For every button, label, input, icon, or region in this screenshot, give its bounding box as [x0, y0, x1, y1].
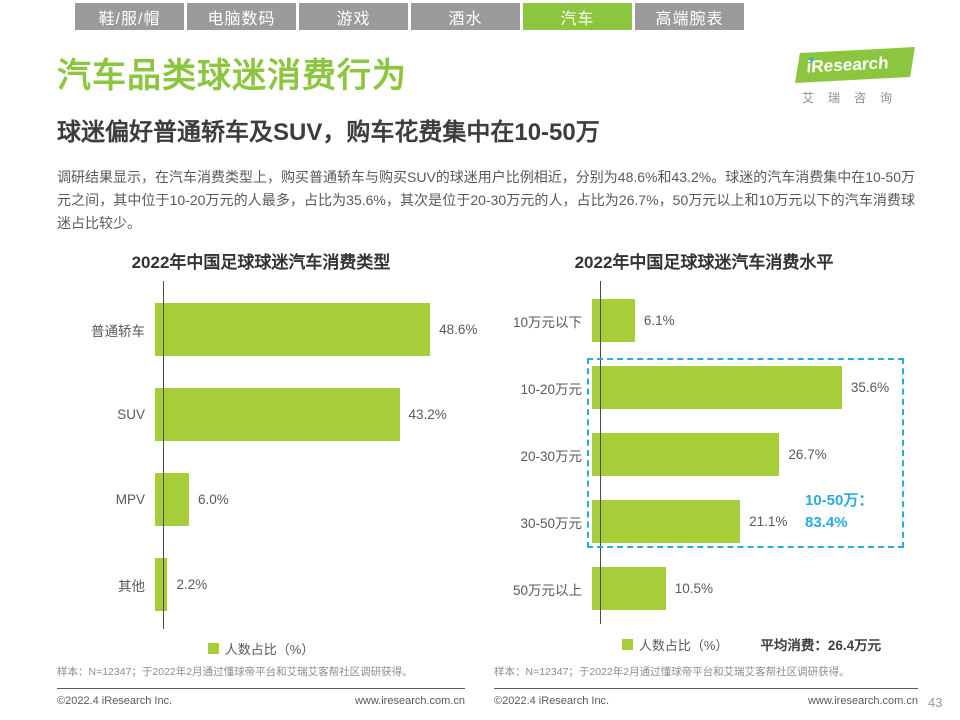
- value-label: 6.1%: [643, 313, 675, 328]
- footer-line: ©2022.4 iResearch Inc. www.iresearch.com…: [57, 688, 465, 707]
- website-link[interactable]: www.iresearch.com.cn: [354, 695, 465, 707]
- chart-row: 其他 2.2%: [57, 542, 465, 627]
- bar: [592, 299, 635, 342]
- value-label: 26.7%: [788, 447, 827, 462]
- footer-line: ©2022.4 iResearch Inc. www.iresearch.com…: [494, 688, 918, 707]
- category-label: 其他: [118, 578, 145, 594]
- bar: [155, 558, 168, 611]
- page-title: 汽车品类球迷消费行为: [57, 57, 407, 95]
- copyright-text: ©2022.4 iResearch Inc.: [57, 695, 173, 707]
- copyright-text: ©2022.4 iResearch Inc.: [494, 695, 610, 707]
- category-label: 30-50万元: [520, 515, 582, 531]
- value-label: 43.2%: [408, 407, 447, 422]
- logo-caption: 艾瑞咨询: [802, 91, 907, 105]
- value-label: 2.2%: [176, 577, 208, 592]
- category-label: SUV: [117, 407, 145, 422]
- chart-row: 20-30万元 26.7%: [494, 421, 914, 488]
- intro-paragraph: 调研结果显示，在汽车消费类型上，购买普通轿车与购买SUV的球迷用户比例相近，分别…: [57, 169, 915, 231]
- category-label: 50万元以上: [512, 582, 582, 598]
- chart-row: 10万元以下 6.1%: [494, 287, 914, 354]
- chart-row: 50万元以上 10.5%: [494, 555, 914, 622]
- sample-note: 样本：N=12347；于2022年2月通过懂球帝平台和艾瑞艾客帮社区调研获得。: [494, 666, 850, 678]
- chart-row: 30-50万元 21.1%: [494, 488, 914, 555]
- footer-left: 样本：N=12347；于2022年2月通过懂球帝平台和艾瑞艾客帮社区调研获得。 …: [57, 664, 465, 707]
- legend-row: 人数占比（%） 平均消费：26.4万元: [494, 634, 914, 654]
- tab-luxury-watches[interactable]: 高端腕表: [635, 3, 744, 30]
- chart-consumption-type: 2022年中国足球球迷汽车消费类型 普通轿车 48.6% SUV 43.2% MPV 6.…: [57, 248, 477, 658]
- highlight-line2: 83.4%: [805, 513, 848, 531]
- logo-band: iResearch: [795, 47, 915, 83]
- legend-row: 人数占比（%）: [57, 639, 465, 658]
- average-value: 26.4万元: [827, 638, 882, 653]
- value-label: 48.6%: [439, 322, 478, 337]
- tab-shoes-apparel[interactable]: 鞋/服/帽: [75, 3, 184, 30]
- value-label: 21.1%: [749, 514, 788, 529]
- category-label: 10万元以下: [512, 314, 582, 330]
- legend: 人数占比（%）: [207, 639, 315, 658]
- category-label: 普通轿车: [91, 323, 145, 339]
- legend-label: 人数占比（%）: [224, 642, 315, 657]
- bar: [155, 388, 400, 441]
- value-label: 6.0%: [197, 492, 229, 507]
- highlight-annotation: 10-50万： 83.4%: [805, 490, 873, 534]
- chart-row: MPV 6.0%: [57, 457, 465, 542]
- category-tab-bar: 鞋/服/帽 电脑数码 游戏 酒水 汽车 高端腕表: [75, 3, 744, 30]
- legend: 人数占比（%）: [621, 635, 729, 654]
- category-label: 10-20万元: [520, 381, 582, 397]
- category-label: 20-30万元: [520, 448, 582, 464]
- tab-auto[interactable]: 汽车: [523, 3, 632, 30]
- page-number: 43: [928, 695, 943, 710]
- sample-note: 样本：N=12347；于2022年2月通过懂球帝平台和艾瑞艾客帮社区调研获得。: [57, 666, 413, 678]
- bar: [155, 473, 189, 526]
- logo-brand-text: iResearch: [806, 53, 890, 77]
- chart-plot: 10-50万： 83.4% 10万元以下 6.1% 10-20万元 35.6% 20-3…: [494, 281, 914, 624]
- chart-row: 10-20万元 35.6%: [494, 354, 914, 421]
- bar: [592, 500, 741, 543]
- average-label: 平均消费：: [760, 638, 828, 653]
- bar: [592, 433, 780, 476]
- footer-right: 样本：N=12347；于2022年2月通过懂球帝平台和艾瑞艾客帮社区调研获得。 …: [494, 664, 918, 707]
- value-label: 10.5%: [674, 581, 713, 596]
- chart-title: 2022年中国足球球迷汽车消费类型: [131, 253, 391, 272]
- legend-label: 人数占比（%）: [638, 637, 729, 653]
- average-consumption-note: 平均消费：26.4万元: [760, 634, 881, 654]
- chart-row: 普通轿车 48.6%: [57, 287, 477, 372]
- bar: [592, 567, 666, 610]
- page-subtitle: 球迷偏好普通轿车及SUV，购车花费集中在10-50万: [57, 119, 600, 146]
- chart-plot: 普通轿车 48.6% SUV 43.2% MPV 6.0% 其他 2.2%: [57, 281, 477, 629]
- bar: [155, 303, 431, 356]
- iresearch-logo: iResearch 艾瑞咨询: [795, 47, 918, 106]
- legend-swatch-icon: [207, 643, 219, 654]
- legend-swatch-icon: [621, 638, 633, 650]
- tab-games[interactable]: 游戏: [299, 3, 408, 30]
- chart-consumption-level: 2022年中国足球球迷汽车消费水平 10-50万： 83.4% 10万元以下 6.…: [494, 248, 914, 658]
- bar: [592, 366, 842, 409]
- chart-row: SUV 43.2%: [57, 372, 465, 457]
- chart-title: 2022年中国足球球迷汽车消费水平: [574, 253, 834, 272]
- value-label: 35.6%: [850, 380, 890, 395]
- tab-computer-digital[interactable]: 电脑数码: [187, 3, 296, 30]
- highlight-line1: 10-50万：: [805, 492, 874, 509]
- website-link[interactable]: www.iresearch.com.cn: [807, 695, 918, 707]
- category-label: MPV: [115, 492, 145, 507]
- tab-liquor[interactable]: 酒水: [411, 3, 520, 30]
- charts-area: 2022年中国足球球迷汽车消费类型 普通轿车 48.6% SUV 43.2% MPV 6.…: [57, 248, 914, 658]
